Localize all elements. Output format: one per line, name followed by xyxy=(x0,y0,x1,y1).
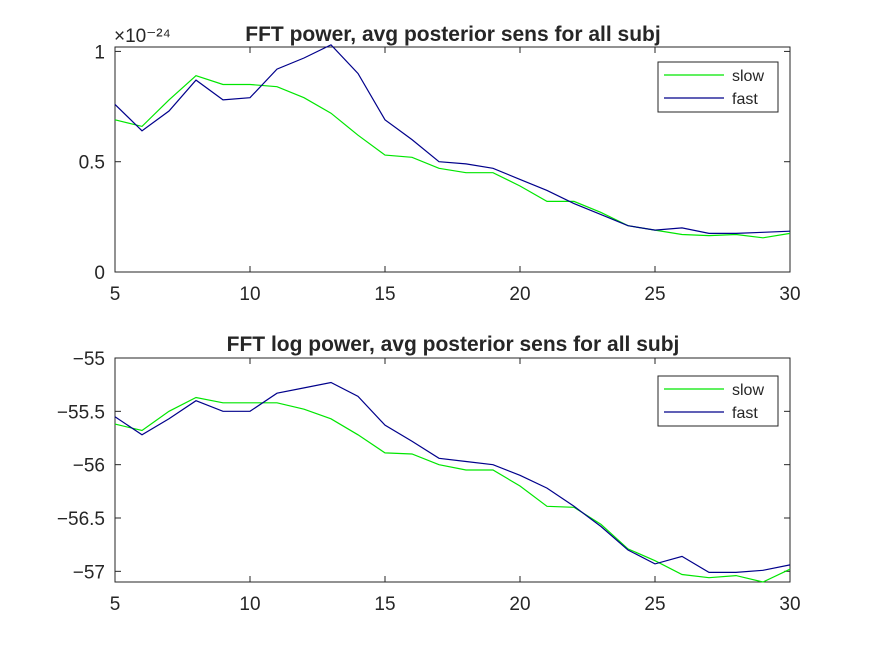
log-power-axes-box xyxy=(114,357,791,583)
log-power-y-tick-label: −56.5 xyxy=(57,509,105,530)
log-power-chart-panel: FFT log power, avg posterior sens for al… xyxy=(57,333,801,615)
power-chart-panel: FFT power, avg posterior sens for all su… xyxy=(79,23,801,305)
power-y-tick-label: 1 xyxy=(94,42,105,63)
power-x-tick-label: 10 xyxy=(239,284,260,305)
power-series-slow-line xyxy=(114,75,791,239)
log-power-x-tick-label: 10 xyxy=(239,594,260,615)
power-legend-box xyxy=(657,61,779,113)
log-power-series-slow-line xyxy=(114,396,791,583)
log-power-x-tick-label: 30 xyxy=(779,594,800,615)
power-x-tick-label: 25 xyxy=(644,284,665,305)
log-power-y-tick-label: −55 xyxy=(73,349,105,370)
log-power-legend-box xyxy=(657,375,779,427)
power-x-tick-label: 5 xyxy=(110,284,121,305)
log-power-x-tick-label: 5 xyxy=(110,594,121,615)
log-power-y-tick-label: −55.5 xyxy=(57,402,105,423)
log-power-y-tick-label: −56 xyxy=(73,456,105,477)
log-power-legend-label-slow: slow xyxy=(732,382,764,399)
log-power-x-tick-label: 20 xyxy=(509,594,530,615)
log-power-chart-title: FFT log power, avg posterior sens for al… xyxy=(227,333,680,356)
power-x-tick-label: 20 xyxy=(509,284,530,305)
power-chart-exponent-label: ×10⁻²⁴ xyxy=(114,26,171,47)
power-x-tick-label: 30 xyxy=(779,284,800,305)
log-power-legend-label-fast: fast xyxy=(732,405,758,422)
power-chart-title: FFT power, avg posterior sens for all su… xyxy=(245,23,660,46)
log-power-x-tick-label: 15 xyxy=(374,594,395,615)
log-power-x-tick-label: 25 xyxy=(644,594,665,615)
power-y-tick-label: 0.5 xyxy=(79,153,105,174)
log-power-series-fast-line xyxy=(114,381,791,574)
power-x-tick-label: 15 xyxy=(374,284,395,305)
power-legend-label-fast: fast xyxy=(732,91,758,108)
power-y-tick-label: 0 xyxy=(94,263,105,284)
power-axes-box xyxy=(114,46,791,273)
power-legend-label-slow: slow xyxy=(732,68,764,85)
log-power-y-tick-label: −57 xyxy=(73,562,105,583)
power-series-fast-line xyxy=(114,44,791,234)
